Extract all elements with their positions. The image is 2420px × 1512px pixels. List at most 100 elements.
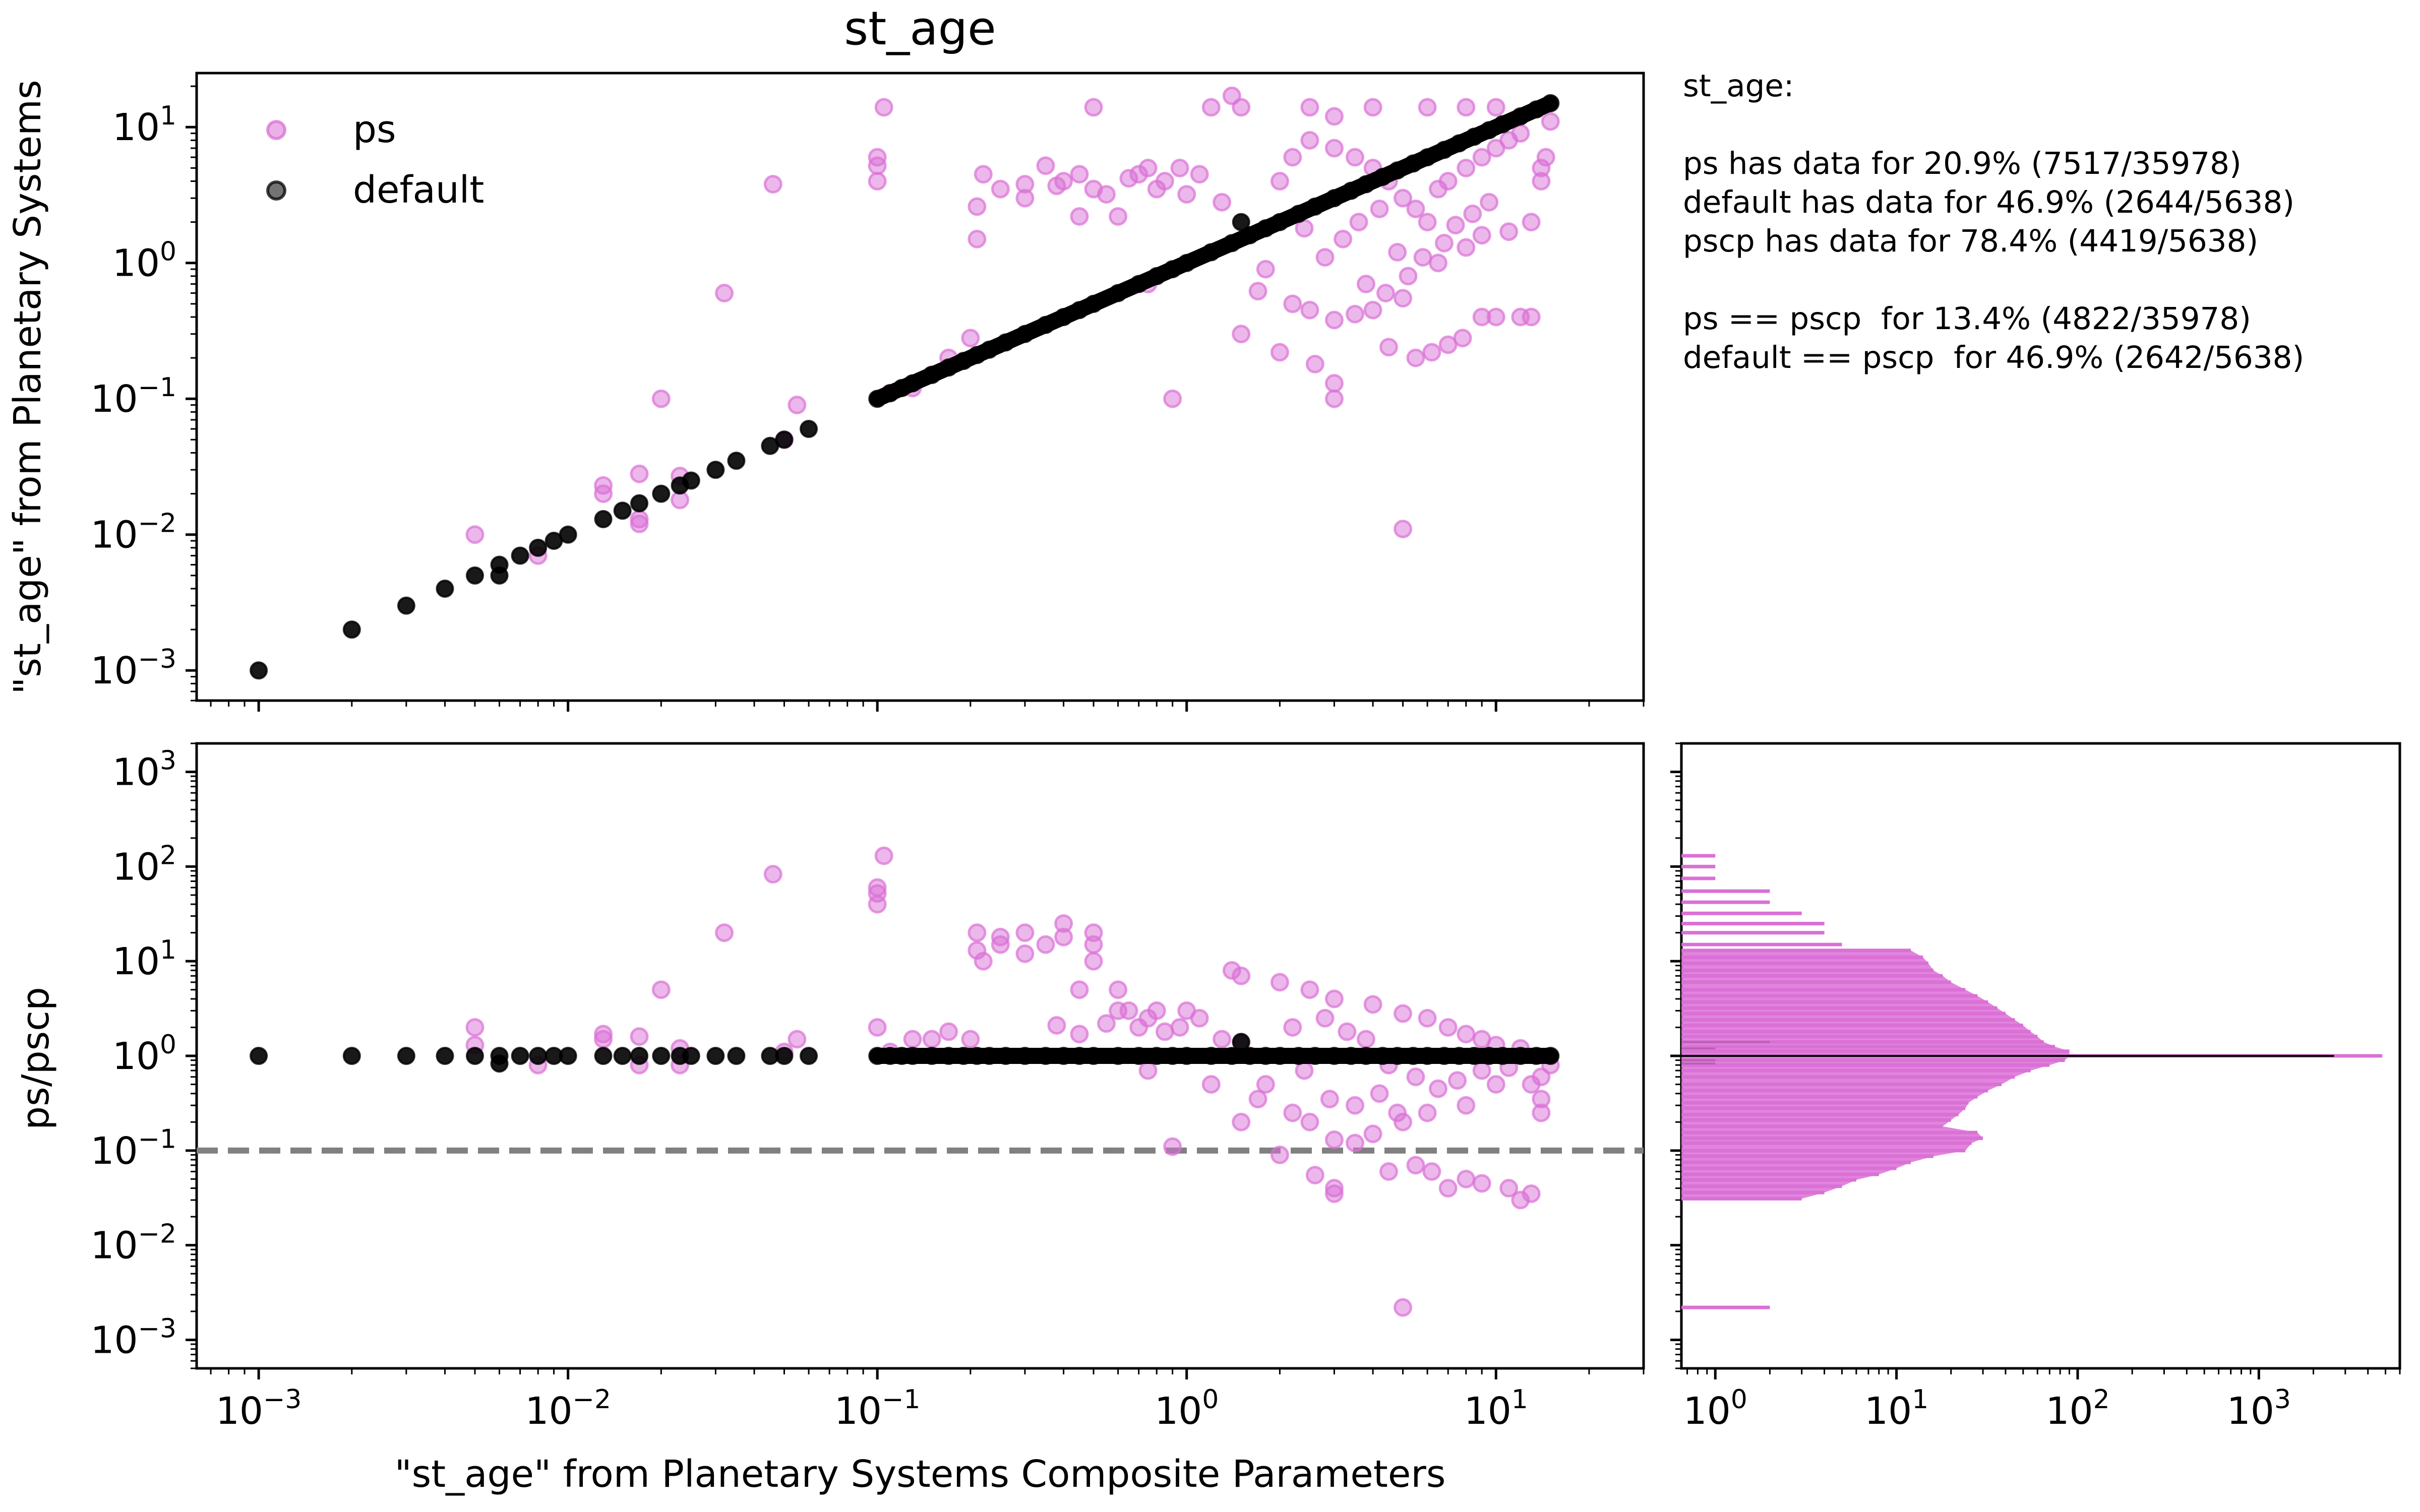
- bottom-ps-point: [1256, 1075, 1275, 1094]
- bottom-ps-point: [1370, 1084, 1389, 1103]
- summary-line-6: [1683, 261, 2399, 299]
- top-ps-point: [967, 229, 987, 248]
- bottom-default-point: [682, 1047, 700, 1065]
- top-ps-point: [465, 525, 485, 544]
- bottom-ps-point: [1097, 1014, 1116, 1033]
- bottom-ps-point: [868, 895, 887, 914]
- top-y-tick-label: 10−1: [90, 372, 176, 421]
- top-ps-point: [1457, 158, 1476, 177]
- bottom-ps-point: [974, 952, 993, 971]
- top-ps-point: [1422, 343, 1441, 362]
- top-ps-point: [1119, 169, 1138, 188]
- bottom-ps-point: [868, 1018, 887, 1037]
- bottom-default-point: [559, 1047, 577, 1065]
- histogram-panel: 100 101 102 103: [1670, 742, 2401, 1433]
- bottom-ps-point: [788, 1030, 807, 1049]
- bottom-ps-point: [1324, 1184, 1344, 1203]
- top-ps-point: [1522, 307, 1541, 327]
- bottom-ps-point: [903, 1030, 922, 1049]
- bottom-ps-point: [1438, 1179, 1458, 1198]
- top-default-point: [594, 510, 613, 529]
- histogram-ps-body: [1681, 950, 2070, 1199]
- bottom-ps-point: [1138, 1061, 1158, 1080]
- top-ps-point: [1376, 284, 1396, 303]
- bottom-ps-point: [1248, 1090, 1267, 1109]
- bottom-default-point: [529, 1047, 548, 1065]
- bottom-ps-point: [1406, 1067, 1425, 1087]
- top-ps-point: [1418, 213, 1437, 232]
- top-ps-point: [1300, 131, 1319, 150]
- top-ps-point: [1457, 238, 1476, 257]
- bottom-ps-point: [1338, 1022, 1357, 1041]
- bottom-ps-point: [1394, 1298, 1413, 1317]
- bottom-ps-point: [1054, 927, 1073, 947]
- top-default-point: [800, 420, 818, 438]
- top-ps-point: [1480, 193, 1499, 212]
- top-ps-point: [1536, 148, 1555, 167]
- top-axis-ticks: 10−3 10−2 10−1 100 101: [90, 85, 1645, 712]
- top-default-dense-band: [869, 95, 1559, 407]
- bottom-default-point: [706, 1047, 725, 1065]
- top-ps-point: [1138, 158, 1158, 177]
- bottom-default-point: [775, 1047, 794, 1065]
- bottom-ps-point: [1346, 1133, 1365, 1153]
- bottom-default-point: [250, 1047, 268, 1065]
- bottom-ps-point: [1472, 1174, 1491, 1193]
- top-ps-point: [1283, 294, 1302, 313]
- bottom-ps-point: [1379, 1162, 1398, 1181]
- bottom-x-axis-label: "st_age" from Planetary Systems Composit…: [395, 1453, 1446, 1496]
- top-default-point: [727, 452, 746, 470]
- bottom-ps-point: [1422, 1162, 1441, 1181]
- top-ps-point: [1047, 176, 1066, 196]
- top-default-point: [706, 461, 725, 479]
- summary-line-5: pscp has data for 78.4% (4419/5638): [1683, 223, 2259, 259]
- bottom-default-point: [436, 1047, 454, 1065]
- summary-line-8: default == pscp for 46.9% (2642/5638): [1683, 340, 2305, 375]
- bottom-y-tick-label: 103: [112, 745, 176, 794]
- top-default-point: [559, 525, 577, 544]
- bottom-ps-point: [1448, 1071, 1467, 1090]
- histogram-x-tick-label: 101: [1864, 1384, 1928, 1433]
- bottom-ps-point: [1300, 980, 1319, 999]
- top-default-point: [342, 620, 361, 639]
- bottom-y-tick-label: 10−3: [90, 1313, 176, 1362]
- summary-text-block: st_age: ps has data for 20.9% (7517/3597…: [1683, 67, 2399, 377]
- bottom-ps-point: [1170, 1018, 1189, 1037]
- bottom-ps-point: [1457, 1096, 1476, 1115]
- top-ps-point: [1270, 171, 1289, 191]
- bottom-ps-point: [991, 927, 1010, 947]
- top-ps-point: [991, 179, 1010, 199]
- top-ps-point: [1438, 171, 1458, 191]
- bottom-ps-point: [1213, 1030, 1232, 1049]
- summary-line-2: [1683, 105, 2399, 144]
- bottom-ps-point: [1270, 973, 1289, 992]
- top-ps-point: [1270, 343, 1289, 362]
- top-y-tick-label: 10−2: [90, 509, 176, 557]
- bottom-ps-point: [1163, 1137, 1182, 1156]
- bottom-ps-point: [1388, 1103, 1407, 1122]
- top-ps-point: [594, 484, 613, 503]
- top-ps-point: [630, 464, 649, 483]
- bottom-ps-point: [1270, 1145, 1289, 1164]
- bottom-ps-point: [1363, 995, 1382, 1014]
- bottom-ps-series: [465, 846, 1560, 1317]
- bottom-ps-point: [1300, 1112, 1319, 1131]
- top-ps-point: [1232, 98, 1251, 117]
- bottom-ps-point: [1522, 1184, 1541, 1203]
- bottom-ps-point: [1047, 1016, 1066, 1035]
- bottom-ps-point: [1457, 1025, 1476, 1044]
- bottom-ps-point: [1532, 1090, 1551, 1109]
- summary-line-3: ps has data for 20.9% (7517/35978): [1683, 146, 2242, 181]
- bottom-ps-point: [1201, 1075, 1221, 1094]
- top-ps-point: [1486, 98, 1505, 117]
- bottom-ps-point: [1232, 966, 1251, 985]
- top-ps-point: [1472, 148, 1491, 167]
- summary-line-7: ps == pscp for 13.4% (4822/35978): [1683, 301, 2251, 337]
- top-ps-point: [788, 396, 807, 415]
- bottom-ps-point: [1346, 1096, 1365, 1115]
- top-ps-series: [465, 86, 1560, 565]
- top-default-point: [529, 538, 548, 557]
- bottom-ps-point: [1070, 1025, 1089, 1044]
- top-ps-point: [1334, 229, 1353, 248]
- bottom-default-point: [342, 1047, 361, 1065]
